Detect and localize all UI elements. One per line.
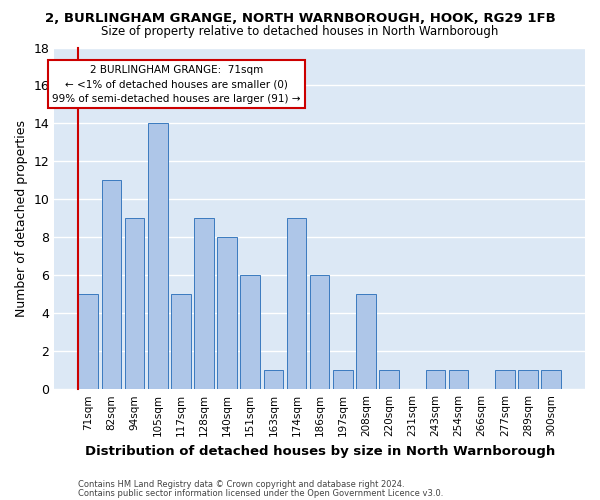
Bar (79, 294, 98, 389)
Bar (379, 370, 399, 389)
Text: Contains public sector information licensed under the Open Government Licence v3: Contains public sector information licen… (78, 489, 443, 498)
Text: 2, BURLINGHAM GRANGE, NORTH WARNBOROUGH, HOOK, RG29 1FB: 2, BURLINGHAM GRANGE, NORTH WARNBOROUGH,… (44, 12, 556, 24)
Bar (287, 218, 307, 389)
Y-axis label: Number of detached properties: Number of detached properties (15, 120, 28, 317)
Bar (495, 370, 515, 389)
Bar (148, 124, 167, 389)
Text: Size of property relative to detached houses in North Warnborough: Size of property relative to detached ho… (101, 25, 499, 38)
Bar (101, 180, 121, 389)
Bar (541, 370, 561, 389)
Text: 2 BURLINGHAM GRANGE:  71sqm
← <1% of detached houses are smaller (0)
99% of semi: 2 BURLINGHAM GRANGE: 71sqm ← <1% of deta… (52, 64, 301, 104)
Text: Contains HM Land Registry data © Crown copyright and database right 2024.: Contains HM Land Registry data © Crown c… (78, 480, 404, 489)
Bar (171, 294, 191, 389)
Bar (194, 218, 214, 389)
Bar (217, 238, 237, 389)
Bar (263, 370, 283, 389)
Bar (449, 370, 469, 389)
Bar (356, 294, 376, 389)
Bar (241, 276, 260, 389)
Bar (125, 218, 145, 389)
Bar (518, 370, 538, 389)
Bar (425, 370, 445, 389)
X-axis label: Distribution of detached houses by size in North Warnborough: Distribution of detached houses by size … (85, 444, 555, 458)
Bar (310, 276, 329, 389)
Bar (333, 370, 353, 389)
